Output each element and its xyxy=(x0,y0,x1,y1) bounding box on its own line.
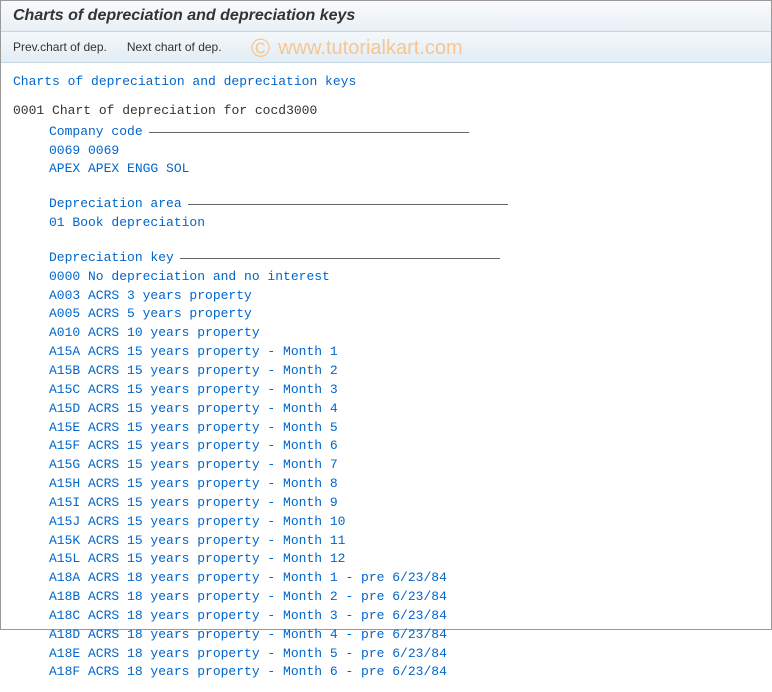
depkey-item: A15L ACRS 15 years property - Month 12 xyxy=(49,550,759,569)
depkey-item: A15F ACRS 15 years property - Month 6 xyxy=(49,437,759,456)
divider-line xyxy=(188,204,508,205)
company-line-2: APEX APEX ENGG SOL xyxy=(49,160,759,179)
company-line-1: 0069 0069 xyxy=(49,142,759,161)
depkey-item: A010 ACRS 10 years property xyxy=(49,324,759,343)
prev-chart-button[interactable]: Prev.chart of dep. xyxy=(13,40,107,54)
section-heading: Charts of depreciation and depreciation … xyxy=(13,73,759,92)
depkey-item: A15K ACRS 15 years property - Month 11 xyxy=(49,532,759,551)
depkey-item: A15G ACRS 15 years property - Month 7 xyxy=(49,456,759,475)
depkey-item: A15E ACRS 15 years property - Month 5 xyxy=(49,419,759,438)
chart-code: 0001 xyxy=(13,103,44,118)
spacer xyxy=(13,233,759,247)
company-section: Company code 0069 0069 APEX APEX ENGG SO… xyxy=(49,123,759,180)
next-chart-button[interactable]: Next chart of dep. xyxy=(127,40,222,54)
spacer xyxy=(13,179,759,193)
depkey-item: A18A ACRS 18 years property - Month 1 - … xyxy=(49,569,759,588)
depkey-item: A15J ACRS 15 years property - Month 10 xyxy=(49,513,759,532)
company-header-label: Company code xyxy=(49,123,143,142)
depkey-header: Depreciation key xyxy=(49,249,759,268)
depkey-item: A15H ACRS 15 years property - Month 8 xyxy=(49,475,759,494)
deparea-section: Depreciation area 01 Book depreciation xyxy=(49,195,759,233)
deparea-header-label: Depreciation area xyxy=(49,195,182,214)
deparea-header: Depreciation area xyxy=(49,195,759,214)
depkey-item: A18C ACRS 18 years property - Month 3 - … xyxy=(49,607,759,626)
depkey-item: A005 ACRS 5 years property xyxy=(49,305,759,324)
toolbar: Prev.chart of dep. Next chart of dep. xyxy=(1,32,771,63)
depkey-item: A18B ACRS 18 years property - Month 2 - … xyxy=(49,588,759,607)
divider-line xyxy=(180,258,500,259)
depkey-item: A15C ACRS 15 years property - Month 3 xyxy=(49,381,759,400)
chart-line: 0001 Chart of depreciation for cocd3000 xyxy=(13,102,759,121)
page-title: Charts of depreciation and depreciation … xyxy=(13,7,759,25)
depkey-item: A18D ACRS 18 years property - Month 4 - … xyxy=(49,626,759,645)
depkey-item: A15A ACRS 15 years property - Month 1 xyxy=(49,343,759,362)
depkey-item: A15B ACRS 15 years property - Month 2 xyxy=(49,362,759,381)
deparea-line-1: 01 Book depreciation xyxy=(49,214,759,233)
company-header: Company code xyxy=(49,123,759,142)
depkey-item: A18F ACRS 18 years property - Month 6 - … xyxy=(49,663,759,682)
depkey-item: A18E ACRS 18 years property - Month 5 - … xyxy=(49,645,759,664)
depkey-header-label: Depreciation key xyxy=(49,249,174,268)
chart-desc: Chart of depreciation for cocd3000 xyxy=(52,103,317,118)
divider-line xyxy=(149,132,469,133)
depkey-item: A003 ACRS 3 years property xyxy=(49,287,759,306)
content-area: Charts of depreciation and depreciation … xyxy=(1,63,771,692)
title-bar: Charts of depreciation and depreciation … xyxy=(1,1,771,32)
depkey-item: A15D ACRS 15 years property - Month 4 xyxy=(49,400,759,419)
depkey-item: A15I ACRS 15 years property - Month 9 xyxy=(49,494,759,513)
depkey-item: 0000 No depreciation and no interest xyxy=(49,268,759,287)
depkey-section: Depreciation key 0000 No depreciation an… xyxy=(49,249,759,682)
depkey-list: 0000 No depreciation and no interestA003… xyxy=(49,268,759,683)
